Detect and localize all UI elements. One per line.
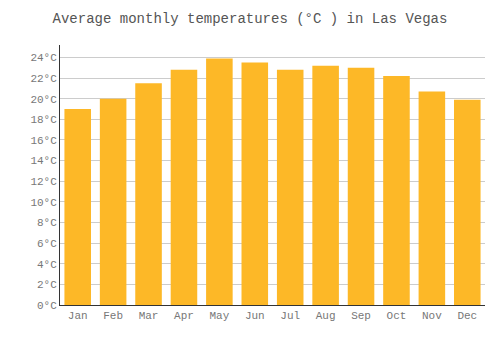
svg-text:Jul: Jul xyxy=(280,310,300,322)
svg-text:18°C: 18°C xyxy=(30,114,57,126)
svg-text:Jun: Jun xyxy=(245,310,265,322)
svg-text:20°C: 20°C xyxy=(30,94,57,106)
svg-text:10°C: 10°C xyxy=(30,197,57,209)
svg-text:2°C: 2°C xyxy=(37,279,57,291)
svg-text:0°C: 0°C xyxy=(37,300,57,312)
svg-text:Mar: Mar xyxy=(139,310,159,322)
svg-text:Sep: Sep xyxy=(351,310,371,322)
svg-text:Apr: Apr xyxy=(174,310,194,322)
svg-text:4°C: 4°C xyxy=(37,259,57,271)
svg-text:Feb: Feb xyxy=(103,310,123,322)
svg-text:14°C: 14°C xyxy=(30,155,57,167)
svg-text:Nov: Nov xyxy=(422,310,442,322)
svg-text:22°C: 22°C xyxy=(30,73,57,85)
svg-text:24°C: 24°C xyxy=(30,52,57,64)
svg-text:Average monthly temperatures (: Average monthly temperatures (°C ) in La… xyxy=(53,11,448,27)
svg-text:May: May xyxy=(209,310,229,322)
svg-text:8°C: 8°C xyxy=(37,217,57,229)
svg-text:6°C: 6°C xyxy=(37,238,57,250)
svg-text:Dec: Dec xyxy=(457,310,477,322)
svg-text:Oct: Oct xyxy=(387,310,407,322)
svg-text:Aug: Aug xyxy=(316,310,336,322)
svg-text:Jan: Jan xyxy=(68,310,88,322)
svg-text:16°C: 16°C xyxy=(30,135,57,147)
svg-text:12°C: 12°C xyxy=(30,176,57,188)
